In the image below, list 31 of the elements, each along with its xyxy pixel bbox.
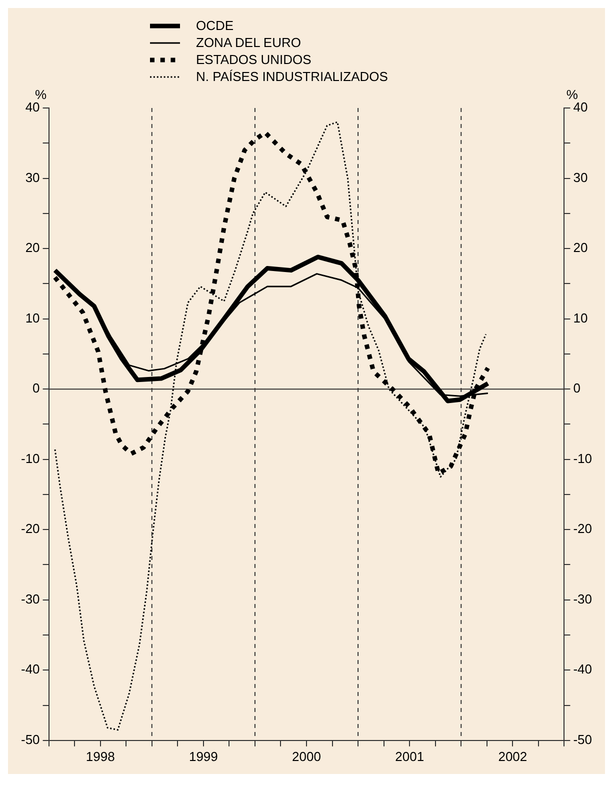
- x-tick-label: 1998: [86, 748, 115, 764]
- x-tick-label: 2002: [498, 748, 528, 764]
- x-tick-label: 1999: [188, 748, 218, 764]
- legend-label: ESTADOS UNIDOS: [196, 52, 312, 67]
- y2-tick-label: 30: [573, 170, 588, 185]
- y-tick-label: 30: [25, 170, 40, 185]
- y-tick-label: -40: [20, 662, 40, 677]
- y-tick-label: -50: [20, 732, 40, 747]
- y-tick-label: 10: [25, 310, 40, 326]
- y2-tick-label: -20: [573, 521, 592, 536]
- y-tick-label: 20: [25, 240, 40, 256]
- y-tick-label: 0: [32, 380, 40, 396]
- y2-tick-label: -40: [573, 662, 592, 677]
- y-tick-label: -10: [20, 450, 40, 466]
- y2-axis-title: %: [566, 87, 578, 102]
- y-axis-title: %: [35, 87, 48, 102]
- y2-tick-label: 40: [573, 100, 588, 115]
- y2-tick-label: -10: [573, 450, 592, 466]
- y2-tick-label: 10: [573, 310, 588, 326]
- y-tick-label: 40: [25, 100, 40, 115]
- y2-tick-label: -30: [573, 591, 592, 606]
- y-tick-label: -20: [20, 521, 40, 536]
- legend-label: N. PAÍSES INDUSTRIALIZADOS: [196, 69, 388, 84]
- legend-label: ZONA DEL EURO: [196, 35, 301, 50]
- x-tick-label: 2001: [395, 748, 424, 764]
- legend-label: OCDE: [196, 18, 234, 33]
- y2-tick-label: 20: [573, 240, 588, 256]
- y2-tick-label: 0: [573, 380, 580, 396]
- y2-tick-label: -50: [573, 732, 592, 747]
- x-tick-label: 2000: [292, 748, 321, 764]
- y-tick-label: -30: [20, 591, 40, 606]
